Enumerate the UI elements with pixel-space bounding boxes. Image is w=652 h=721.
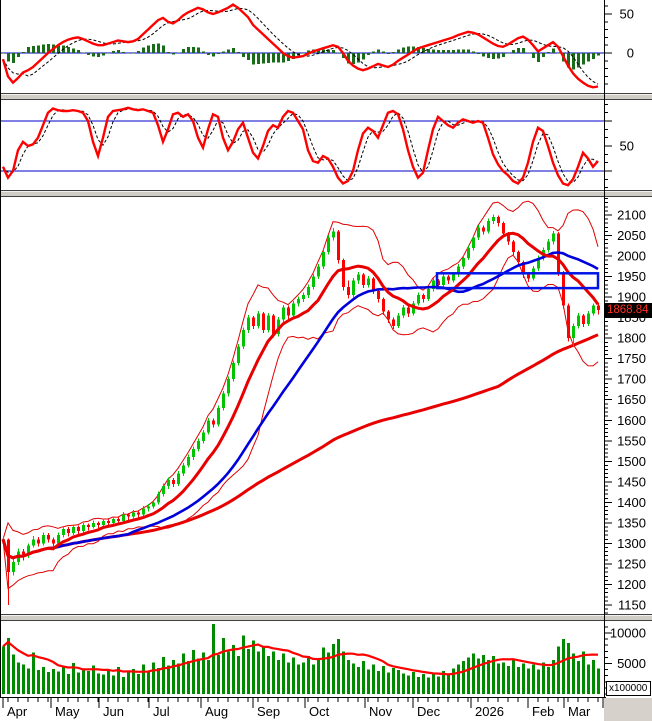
panel-separators — [0, 93, 652, 621]
x-axis-month-label: 2026 — [475, 704, 504, 719]
axis-corner — [604, 698, 652, 721]
y-tick-label: 1900 — [617, 290, 646, 305]
volume-bars — [2, 623, 600, 694]
macd-panel — [0, 0, 604, 93]
y-tick-label: 1650 — [617, 392, 646, 407]
price-plot-area[interactable] — [0, 197, 604, 614]
y-tick-label: 1150 — [618, 597, 646, 612]
stochastic-panel — [0, 100, 604, 190]
x-axis-month-label: Apr — [7, 704, 28, 719]
last-price-tag: 1868.84 — [605, 303, 652, 318]
y-tick-label: 2100 — [617, 208, 646, 223]
resistance-box-annotation[interactable] — [435, 272, 600, 290]
x-axis-month-label: Nov — [369, 704, 393, 719]
y-tick-label: 1300 — [617, 536, 646, 551]
y-tick-label: 1450 — [617, 474, 646, 489]
y-tick-label: 1750 — [617, 351, 646, 366]
y-tick-label: 2050 — [617, 228, 646, 243]
volume-unit-label: x100000 — [606, 681, 651, 696]
candles — [2, 214, 600, 605]
ma20-line — [1, 231, 600, 560]
macd-plot-area[interactable] — [0, 0, 604, 93]
volume-panel — [0, 621, 604, 697]
y-tick-label: 1950 — [617, 269, 646, 284]
x-axis-month-label: Dec — [417, 704, 441, 719]
x-axis-month-label: Aug — [205, 704, 228, 719]
y-tick-label: 1250 — [617, 556, 646, 571]
x-axis-month-label: Sep — [257, 704, 280, 719]
y-tick-label: 1350 — [617, 515, 646, 530]
y-tick-label: 5000 — [617, 656, 646, 671]
y-tick-label: 1400 — [617, 495, 646, 510]
y-tick-label: 1550 — [617, 433, 646, 448]
bollinger-upper-band — [2, 200, 599, 540]
y-tick-label: 1200 — [617, 577, 646, 592]
x-axis: Apr May Jun Jul Aug Sep Oct Nov Dec 2026 Feb Mar — [2, 698, 604, 719]
y-tick-label: 1500 — [617, 454, 646, 469]
x-axis-month-label: Jun — [103, 704, 124, 719]
macd-line — [1, 3, 599, 89]
x-axis-month-label: May — [55, 704, 80, 719]
x-axis-month-label: Mar — [568, 704, 591, 719]
y-tick-label: 0 — [627, 46, 634, 61]
stochastic-line — [1, 106, 599, 187]
x-axis-month-label: Oct — [309, 704, 330, 719]
y-tick-label: 2000 — [617, 249, 646, 264]
y-tick-label: 1700 — [617, 372, 646, 387]
macd-histogram — [2, 43, 600, 70]
y-tick-label: 10000 — [610, 626, 646, 641]
price-panel — [0, 197, 604, 614]
y-tick-label: 1800 — [617, 331, 646, 346]
volume-ma-line — [2, 640, 599, 676]
x-axis-month-label: Jul — [153, 704, 170, 719]
ma100-line — [1, 251, 599, 560]
x-axis-month-label: Feb — [532, 704, 554, 719]
y-tick-label: 50 — [620, 139, 634, 154]
y-tick-label: 1600 — [617, 413, 646, 428]
y-tick-label: 50 — [620, 7, 634, 22]
